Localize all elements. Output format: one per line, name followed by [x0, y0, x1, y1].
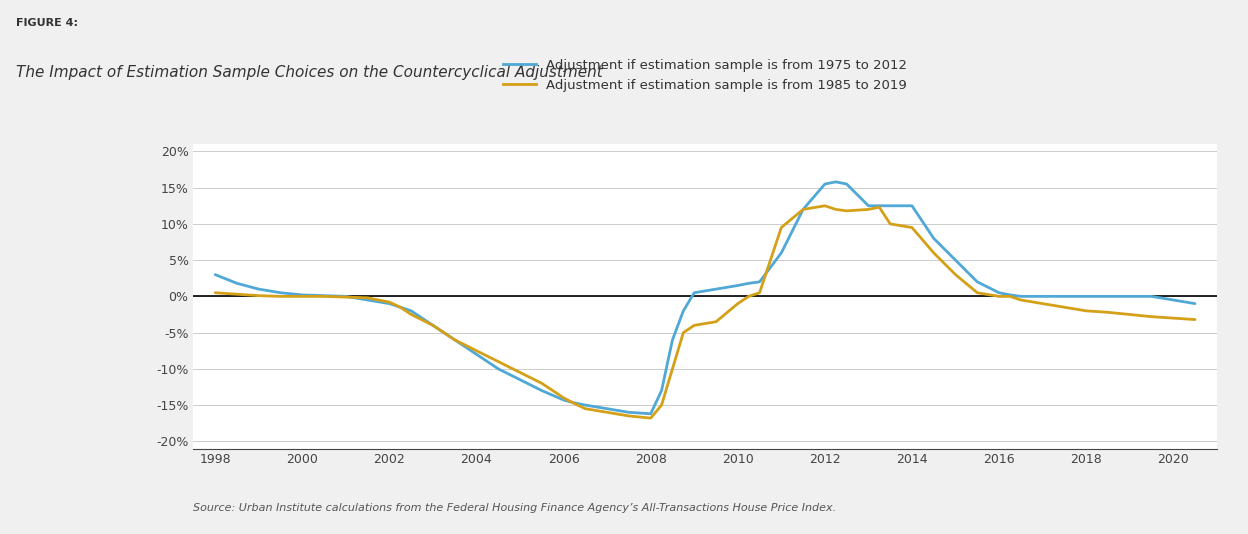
Text: The Impact of Estimation Sample Choices on the Countercyclical Adjustment: The Impact of Estimation Sample Choices …: [16, 65, 603, 80]
Text: FIGURE 4:: FIGURE 4:: [16, 18, 79, 28]
Legend: Adjustment if estimation sample is from 1975 to 2012, Adjustment if estimation s: Adjustment if estimation sample is from …: [498, 53, 912, 97]
Text: Source: Urban Institute calculations from the Federal Housing Finance Agency’s A: Source: Urban Institute calculations fro…: [193, 502, 836, 513]
